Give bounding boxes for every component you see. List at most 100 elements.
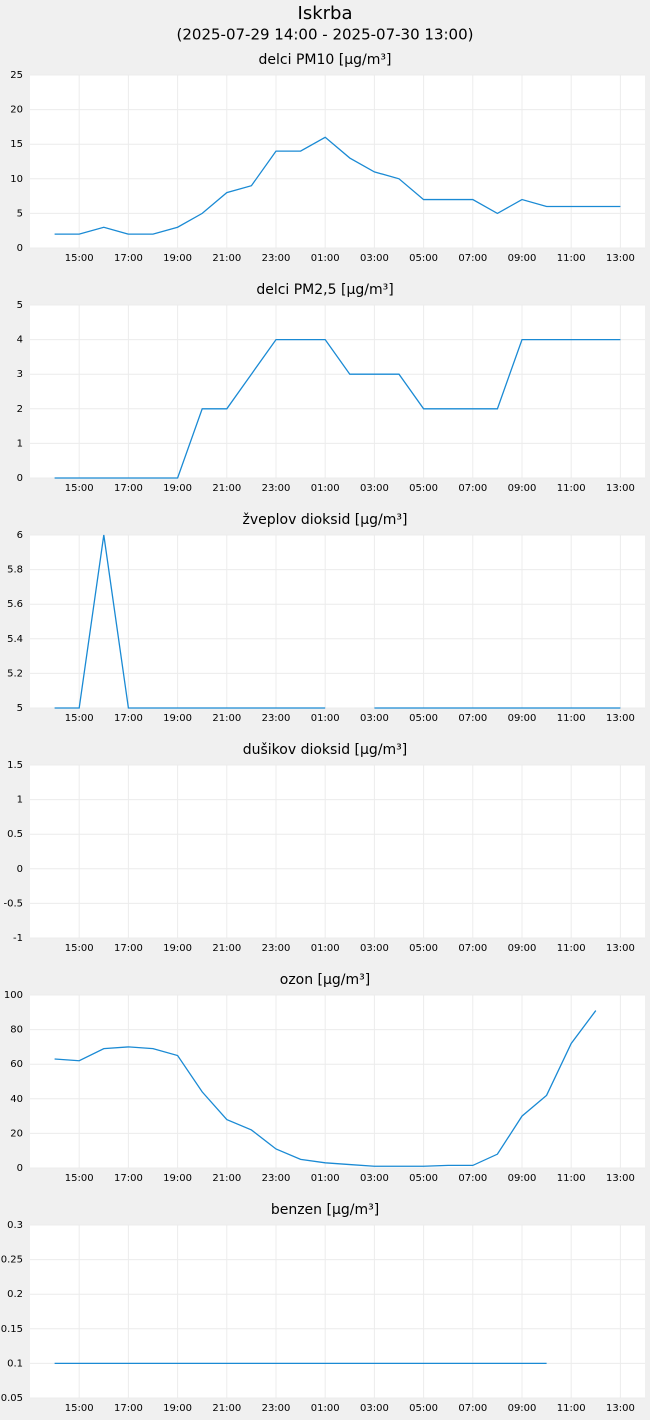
data-line bbox=[54, 1010, 597, 1167]
x-tick-label: 23:00 bbox=[262, 1403, 291, 1414]
y-tick-label: 6 bbox=[17, 530, 23, 541]
x-tick-label: 05:00 bbox=[409, 713, 438, 724]
x-tick-label: 09:00 bbox=[508, 253, 537, 264]
x-tick-label: 23:00 bbox=[262, 253, 291, 264]
x-tick-label: 19:00 bbox=[163, 1403, 192, 1414]
x-tick-label: 13:00 bbox=[606, 1403, 635, 1414]
y-tick-label: 0 bbox=[17, 473, 23, 484]
x-tick-label: 19:00 bbox=[163, 713, 192, 724]
x-tick-label: 23:00 bbox=[262, 1173, 291, 1184]
x-tick-label: 03:00 bbox=[360, 253, 389, 264]
chart-title: benzen [µg/m³] bbox=[271, 1202, 379, 1218]
y-tick-label: 5 bbox=[17, 208, 23, 219]
x-tick-label: 19:00 bbox=[163, 943, 192, 954]
x-tick-label: 09:00 bbox=[508, 713, 537, 724]
x-tick-label: 11:00 bbox=[557, 943, 586, 954]
y-tick-label: 25 bbox=[10, 70, 23, 81]
x-tick-label: 05:00 bbox=[409, 483, 438, 494]
x-tick-label: 01:00 bbox=[311, 253, 340, 264]
x-tick-label: 17:00 bbox=[114, 1173, 143, 1184]
x-tick-label: 15:00 bbox=[65, 943, 94, 954]
x-tick-label: 07:00 bbox=[458, 713, 487, 724]
plot-area bbox=[30, 305, 645, 478]
y-tick-label: 40 bbox=[10, 1094, 23, 1105]
y-tick-label: 5 bbox=[17, 703, 23, 714]
x-tick-label: 15:00 bbox=[65, 253, 94, 264]
x-tick-label: 03:00 bbox=[360, 713, 389, 724]
plot-area bbox=[30, 535, 645, 708]
y-tick-label: 0.2 bbox=[7, 1289, 23, 1300]
y-tick-label: 20 bbox=[10, 1128, 23, 1139]
y-tick-label: 10 bbox=[10, 174, 23, 185]
x-tick-label: 09:00 bbox=[508, 1173, 537, 1184]
x-tick-label: 19:00 bbox=[163, 483, 192, 494]
plot-area bbox=[30, 995, 645, 1168]
y-tick-label: 20 bbox=[10, 105, 23, 116]
y-tick-label: 60 bbox=[10, 1059, 23, 1070]
x-tick-label: 11:00 bbox=[557, 483, 586, 494]
x-tick-label: 03:00 bbox=[360, 1403, 389, 1414]
y-tick-label: 15 bbox=[10, 139, 23, 150]
x-tick-label: 19:00 bbox=[163, 1173, 192, 1184]
x-tick-label: 21:00 bbox=[212, 253, 241, 264]
x-tick-label: 19:00 bbox=[163, 253, 192, 264]
x-tick-label: 17:00 bbox=[114, 1403, 143, 1414]
x-tick-label: 09:00 bbox=[508, 1403, 537, 1414]
y-tick-label: 5.2 bbox=[7, 668, 23, 679]
x-tick-label: 13:00 bbox=[606, 713, 635, 724]
x-tick-label: 21:00 bbox=[212, 1403, 241, 1414]
x-tick-label: 01:00 bbox=[311, 1403, 340, 1414]
y-tick-label: 0.3 bbox=[7, 1220, 23, 1231]
x-tick-label: 05:00 bbox=[409, 253, 438, 264]
chart-title: ozon [µg/m³] bbox=[280, 972, 371, 988]
x-tick-label: 01:00 bbox=[311, 943, 340, 954]
y-tick-label: 4 bbox=[17, 335, 23, 346]
x-tick-label: 21:00 bbox=[212, 943, 241, 954]
chart-title: dušikov dioksid [µg/m³] bbox=[243, 742, 408, 758]
x-tick-label: 17:00 bbox=[114, 713, 143, 724]
x-tick-label: 01:00 bbox=[311, 1173, 340, 1184]
x-tick-label: 11:00 bbox=[557, 1173, 586, 1184]
chart-title: delci PM2,5 [µg/m³] bbox=[256, 282, 393, 298]
x-tick-label: 07:00 bbox=[458, 1173, 487, 1184]
data-line bbox=[54, 534, 621, 709]
x-tick-label: 01:00 bbox=[311, 713, 340, 724]
x-tick-label: 03:00 bbox=[360, 483, 389, 494]
x-tick-label: 15:00 bbox=[65, 483, 94, 494]
x-tick-label: 15:00 bbox=[65, 1173, 94, 1184]
x-tick-label: 17:00 bbox=[114, 483, 143, 494]
data-line bbox=[54, 338, 621, 479]
page-title: Iskrba bbox=[298, 3, 353, 24]
x-tick-label: 03:00 bbox=[360, 943, 389, 954]
y-tick-label: 0.15 bbox=[1, 1324, 23, 1335]
x-tick-label: 17:00 bbox=[114, 943, 143, 954]
x-tick-label: 09:00 bbox=[508, 943, 537, 954]
x-tick-label: 03:00 bbox=[360, 1173, 389, 1184]
x-tick-label: 23:00 bbox=[262, 483, 291, 494]
y-tick-label: 1 bbox=[17, 438, 23, 449]
y-tick-label: 100 bbox=[4, 990, 23, 1001]
x-tick-label: 13:00 bbox=[606, 483, 635, 494]
x-tick-label: 09:00 bbox=[508, 483, 537, 494]
y-tick-label: 0.1 bbox=[7, 1358, 23, 1369]
x-tick-label: 13:00 bbox=[606, 943, 635, 954]
y-tick-label: 0.25 bbox=[1, 1255, 23, 1266]
x-tick-label: 23:00 bbox=[262, 943, 291, 954]
y-tick-label: 1.5 bbox=[7, 760, 23, 771]
x-tick-label: 11:00 bbox=[557, 253, 586, 264]
chart-title: žveplov dioksid [µg/m³] bbox=[243, 512, 408, 528]
y-tick-label: 0 bbox=[17, 864, 23, 875]
x-tick-label: 13:00 bbox=[606, 253, 635, 264]
y-tick-label: -0.5 bbox=[3, 898, 23, 909]
x-tick-label: 05:00 bbox=[409, 1173, 438, 1184]
y-tick-label: 5.6 bbox=[7, 599, 23, 610]
x-tick-label: 05:00 bbox=[409, 1403, 438, 1414]
y-tick-label: 5.4 bbox=[7, 634, 23, 645]
chart-title: delci PM10 [µg/m³] bbox=[259, 52, 392, 68]
y-tick-label: 5 bbox=[17, 300, 23, 311]
plot-area bbox=[30, 75, 645, 248]
plot-area bbox=[30, 765, 645, 938]
data-line bbox=[54, 136, 621, 235]
x-tick-label: 01:00 bbox=[311, 483, 340, 494]
